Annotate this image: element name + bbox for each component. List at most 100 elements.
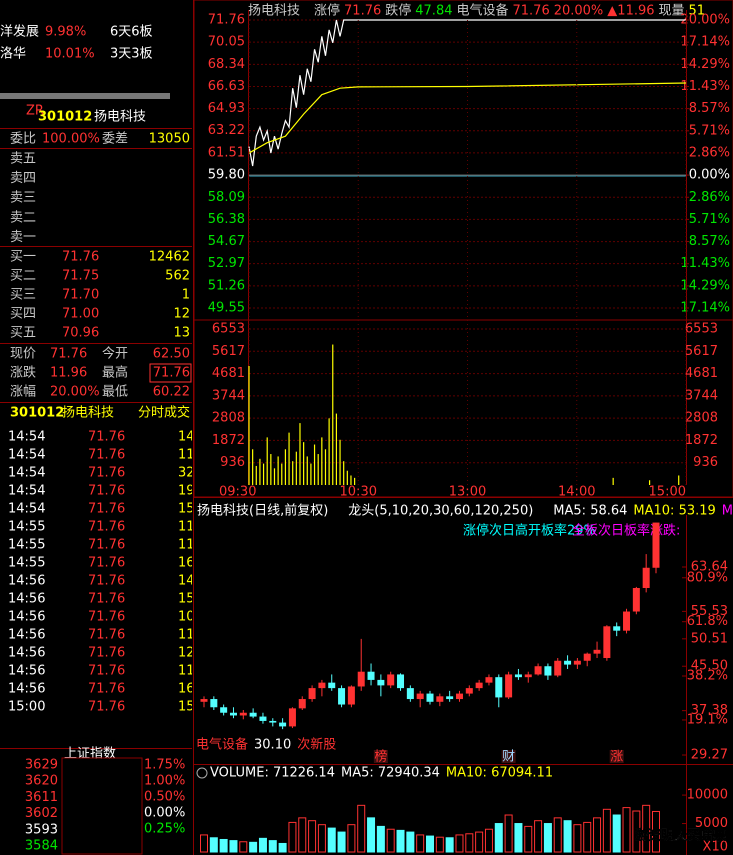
header-item: 71.76 xyxy=(513,4,550,19)
y2-tick-label: 4681 xyxy=(685,366,718,381)
y2-tick-label: 61.8% xyxy=(687,614,728,629)
index-plot xyxy=(61,757,143,855)
volume-bar xyxy=(317,454,319,485)
trade-price: 71.76 xyxy=(88,682,125,697)
watch-pct: 9.98% xyxy=(45,25,86,40)
y-tick-label: 56.38 xyxy=(208,212,245,227)
volume-bar xyxy=(465,833,474,853)
watch-pct: 10.01% xyxy=(45,47,95,62)
y-tick-label: 5617 xyxy=(212,344,245,359)
volume-bar xyxy=(678,475,680,485)
bid-label: 买二 xyxy=(10,269,36,284)
y2-tick-label: 1872 xyxy=(685,433,718,448)
volume-header: MA10: 67094.11 xyxy=(446,766,553,781)
index-tick: 3602 xyxy=(25,806,58,821)
volume-bar xyxy=(310,463,312,485)
volume-bar xyxy=(277,456,279,485)
trade-volume: 14 xyxy=(178,430,195,445)
y2-tick-label: 5617 xyxy=(685,344,718,359)
candle-body xyxy=(229,712,237,716)
candle-body xyxy=(573,660,581,665)
y-tick-label: 1872 xyxy=(212,433,245,448)
trade-price: 71.76 xyxy=(88,574,125,589)
candle-body xyxy=(269,720,277,723)
candle-body xyxy=(436,696,444,702)
y-tick-label: 52.97 xyxy=(208,256,245,271)
trade-price: 71.76 xyxy=(88,538,125,553)
candle-body xyxy=(593,649,601,654)
volume-bar xyxy=(324,449,327,485)
volume-bar xyxy=(278,842,287,853)
volume-bar xyxy=(376,825,385,853)
y-tick-label: 71.76 xyxy=(208,13,245,28)
candle-body xyxy=(524,674,532,678)
volume-bar xyxy=(494,823,503,853)
y-tick-label: 59.80 xyxy=(208,168,245,183)
candle-body xyxy=(446,696,454,700)
volume-bar xyxy=(435,836,444,853)
y2-tick-label: 6553 xyxy=(685,322,718,337)
marker-box xyxy=(609,750,624,763)
candle-body xyxy=(475,682,483,689)
marker-box xyxy=(373,750,388,763)
y-tick-label: 4681 xyxy=(212,366,245,381)
y2-tick-label: 14.29% xyxy=(680,278,730,293)
trade-price: 71.76 xyxy=(88,700,125,715)
trade-volume: 11 xyxy=(178,520,195,535)
trade-price: 71.76 xyxy=(88,520,125,535)
y2-tick-label: 2808 xyxy=(685,411,718,426)
trade-time: 14:56 xyxy=(8,664,45,679)
trade-volume: 11 xyxy=(178,448,195,463)
volume-bar xyxy=(327,827,336,853)
x-tick-label: 09:30 xyxy=(219,485,256,500)
stock-flag: ZR xyxy=(26,104,44,119)
volume-bar xyxy=(328,418,330,485)
header-item: 现量 xyxy=(659,4,685,19)
annotation: 涨停次日高开板率29% xyxy=(463,523,596,539)
volume-bar xyxy=(252,449,254,485)
trade-time: 14:54 xyxy=(8,448,45,463)
volume-bar xyxy=(367,817,376,853)
quote-value: 11.96 xyxy=(50,366,87,381)
bid-price: 71.75 xyxy=(62,269,99,284)
y-tick-label: 37.38 xyxy=(691,703,728,718)
trade-time: 14:55 xyxy=(8,538,45,553)
volume-bar xyxy=(332,344,334,485)
volume-bar xyxy=(455,834,464,853)
watermark: 游资明天买啥票 xyxy=(635,828,726,844)
y2-tick-label: 936 xyxy=(693,455,718,470)
ask-label: 卖二 xyxy=(10,210,36,225)
header-item: ▲11.96 xyxy=(607,4,654,19)
weicha-label: 委差 xyxy=(102,132,128,147)
volume-bar xyxy=(573,824,582,853)
bid-label: 买一 xyxy=(10,250,36,265)
volume-bar xyxy=(268,840,277,853)
volume-bar xyxy=(288,821,297,853)
candle-body xyxy=(367,671,375,680)
candle-body xyxy=(534,666,542,675)
index-pct: 1.00% xyxy=(144,774,185,789)
volume-bar xyxy=(652,810,660,853)
volume-bar xyxy=(258,837,267,853)
candle-body xyxy=(583,653,591,661)
trade-time: 14:56 xyxy=(8,682,45,697)
watch-name: 洛华 xyxy=(0,47,26,62)
quote-value: 60.22 xyxy=(153,385,190,400)
trade-price: 71.76 xyxy=(88,430,125,445)
quote-value: 71.76 xyxy=(153,366,190,381)
volume-bar xyxy=(357,804,366,853)
marker: 榜 xyxy=(374,749,387,765)
y-tick-label: 70.05 xyxy=(208,35,245,50)
quote-label: 最高 xyxy=(102,365,128,381)
marker-box xyxy=(501,750,516,763)
volume-bar xyxy=(239,841,248,853)
index-pct: 0.50% xyxy=(144,790,185,805)
y2-tick-label: 2.86% xyxy=(689,145,730,160)
volume-bar xyxy=(284,449,287,485)
trade-volume: 11 xyxy=(178,538,195,553)
index-tick: 3620 xyxy=(25,774,58,789)
bid-price: 71.00 xyxy=(62,307,99,322)
trade-volume: 11 xyxy=(178,628,195,643)
